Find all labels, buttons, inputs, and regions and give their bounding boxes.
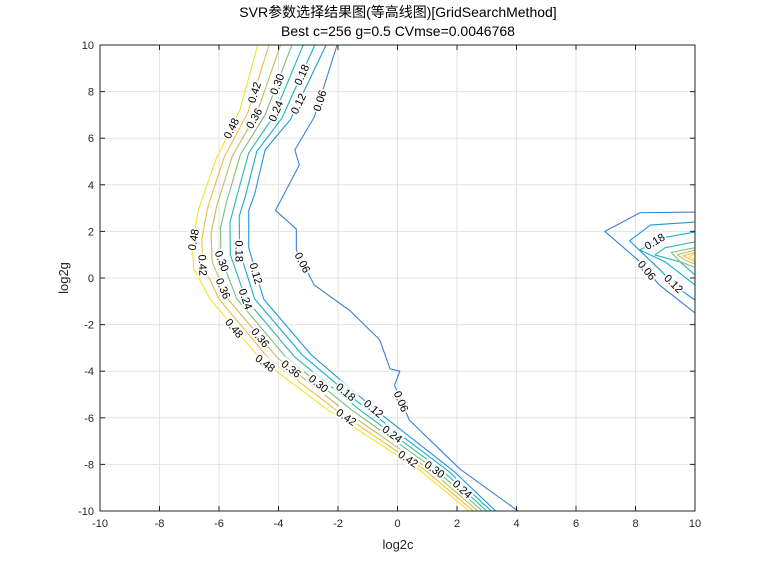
contour-label-background	[391, 387, 412, 415]
contour-label-background	[641, 229, 668, 253]
contour-label-background	[278, 356, 305, 381]
contour-label-background	[333, 405, 360, 429]
contour-line-0.48	[688, 253, 696, 260]
x-tick-label: -6	[214, 518, 224, 530]
contour-label-background	[196, 252, 210, 278]
contour-label-background	[310, 87, 329, 114]
contour-label-background	[291, 61, 312, 89]
x-tick-label: 4	[513, 518, 519, 530]
contour-label: 0.18	[232, 239, 246, 264]
contour-line-0.06	[604, 211, 696, 314]
contour-label-text: 0.18	[232, 240, 244, 262]
y-tick-label: 10	[82, 40, 94, 52]
y-tick-label: 8	[88, 87, 94, 99]
contour-label-text: 0.12	[246, 262, 264, 286]
chart-title: SVR参数选择结果图(等高线图)[GridSearchMethod]	[239, 4, 556, 20]
contour-label-background	[247, 260, 266, 287]
y-tick-label: 6	[88, 133, 94, 145]
contour-line-0.18	[639, 231, 696, 286]
y-axis-label: log2g	[56, 262, 71, 294]
x-tick-label: 6	[573, 518, 579, 530]
y-tick-label: -8	[84, 459, 94, 471]
contour-label: 0.48	[185, 226, 202, 253]
x-tick-label: 2	[454, 518, 460, 530]
y-tick-label: 2	[88, 226, 94, 238]
x-tick-label: 0	[394, 518, 400, 530]
contour-label-background	[305, 371, 332, 396]
contour-label-background	[233, 239, 246, 264]
contour-label-background	[185, 226, 202, 253]
contour-line-0.30	[670, 247, 696, 269]
chart-subtitle: Best c=256 g=0.5 CVmse=0.0046768	[281, 23, 515, 39]
y-tick-label: 4	[88, 180, 94, 192]
contour-label-background	[222, 315, 247, 342]
contour-label-background	[220, 114, 242, 142]
x-tick-label: -2	[333, 518, 343, 530]
x-tick-label: 10	[689, 518, 701, 530]
contour-label: 0.12	[246, 260, 266, 287]
contour-label-background	[287, 90, 309, 118]
contour-line-0.36	[210, 44, 479, 512]
contour-label-background	[360, 396, 387, 421]
contour-label-background	[449, 476, 476, 502]
x-axis-label: log2c	[382, 537, 414, 552]
x-tick-label: -4	[274, 518, 284, 530]
contour-line-0.24	[654, 241, 696, 276]
contour-label-background	[244, 79, 264, 106]
y-tick-label: -6	[84, 413, 94, 425]
x-tick-label: -10	[92, 518, 108, 530]
contour-label-text: 0.48	[186, 228, 201, 251]
contour-label-background	[379, 421, 406, 446]
contour-label-background	[252, 351, 279, 376]
contour-line-0.36	[676, 249, 696, 265]
axis-ticks: -10 -8 -6 -4 -2 0 2 4 6 8 10 -10 -8 -6 -4 -2 0 2 4 6 8 10	[78, 40, 701, 530]
y-tick-label: 0	[88, 273, 94, 285]
contour-label-background	[421, 457, 448, 482]
contour-line-0.12	[248, 44, 497, 512]
x-tick-label: 8	[632, 518, 638, 530]
contour-line-0.48	[191, 44, 470, 512]
contour-label-background	[213, 274, 234, 302]
contour-label-background	[266, 70, 287, 98]
y-tick-label: -4	[84, 366, 94, 378]
contour-label-text: 0.42	[195, 254, 208, 276]
contour-label-background	[661, 270, 687, 297]
contour-label-background	[242, 104, 266, 132]
contour-label-background	[332, 379, 359, 405]
contour-label-background	[291, 249, 314, 276]
y-tick-label: -2	[84, 320, 94, 332]
contour-line-0.42	[682, 251, 696, 263]
contour-label-background	[212, 247, 233, 275]
contour-label-background	[394, 447, 422, 471]
contour-label-background	[236, 285, 256, 313]
contour-label-background	[634, 257, 660, 284]
contour-label-background	[265, 97, 286, 125]
contour-label: 0.42	[195, 252, 210, 278]
y-tick-label: -10	[78, 506, 94, 518]
x-tick-label: -8	[155, 518, 165, 530]
contour-label-background	[248, 324, 273, 351]
